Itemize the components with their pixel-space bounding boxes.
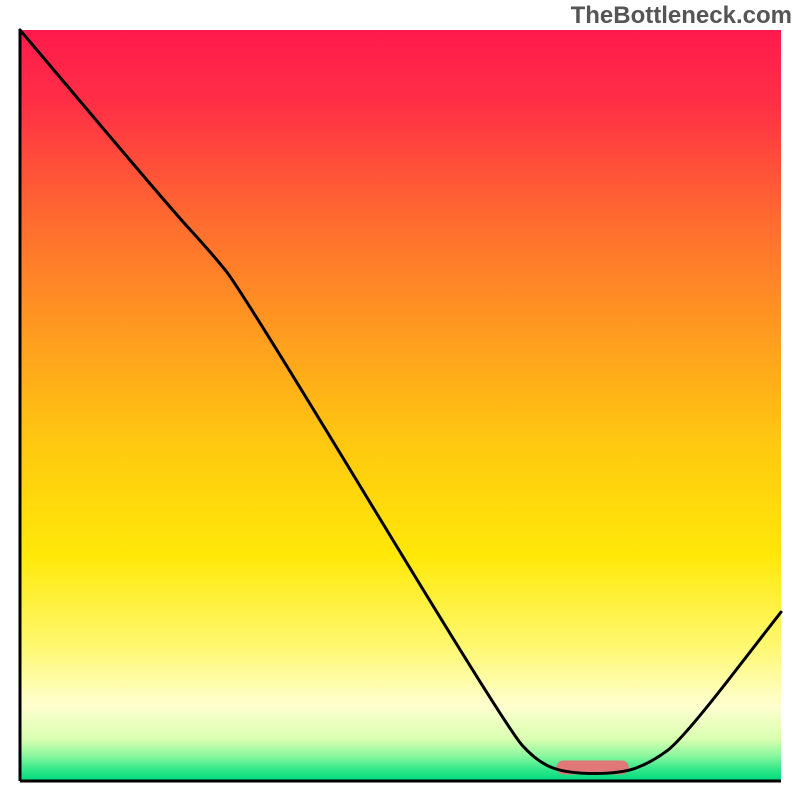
plot-background xyxy=(20,30,781,781)
bottleneck-chart xyxy=(0,0,800,800)
watermark-text: TheBottleneck.com xyxy=(571,2,792,30)
chart-container: TheBottleneck.com xyxy=(0,0,800,800)
